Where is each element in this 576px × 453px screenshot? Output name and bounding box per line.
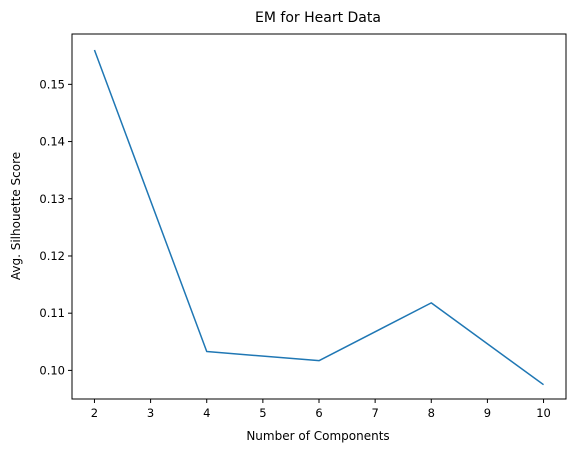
x-tick-label: 6 <box>315 406 322 420</box>
series-line <box>93 49 544 386</box>
y-tick-label: 0.13 <box>39 192 65 206</box>
chart-title: EM for Heart Data <box>255 10 381 26</box>
y-axis-label: Avg. Silhouette Score <box>9 152 23 280</box>
x-tick-label: 10 <box>536 406 551 420</box>
y-tick-label: 0.12 <box>39 249 65 263</box>
y-tick-label: 0.15 <box>39 77 65 91</box>
x-axis-label: Number of Components <box>246 429 389 443</box>
x-axis: 2 3 4 5 6 7 8 9 10 <box>91 399 551 420</box>
x-tick-label: 2 <box>91 406 98 420</box>
y-tick-label: 0.10 <box>39 363 65 377</box>
y-axis: 0.10 0.11 0.12 0.13 0.14 0.15 <box>39 77 72 377</box>
x-tick-label: 7 <box>371 406 378 420</box>
y-tick-label: 0.11 <box>39 306 65 320</box>
x-tick-label: 4 <box>203 406 210 420</box>
x-tick-label: 8 <box>428 406 435 420</box>
x-tick-label: 3 <box>147 406 154 420</box>
x-tick-label: 9 <box>484 406 491 420</box>
y-tick-label: 0.14 <box>39 135 65 149</box>
x-tick-label: 5 <box>259 406 266 420</box>
plot-frame <box>71 33 567 400</box>
